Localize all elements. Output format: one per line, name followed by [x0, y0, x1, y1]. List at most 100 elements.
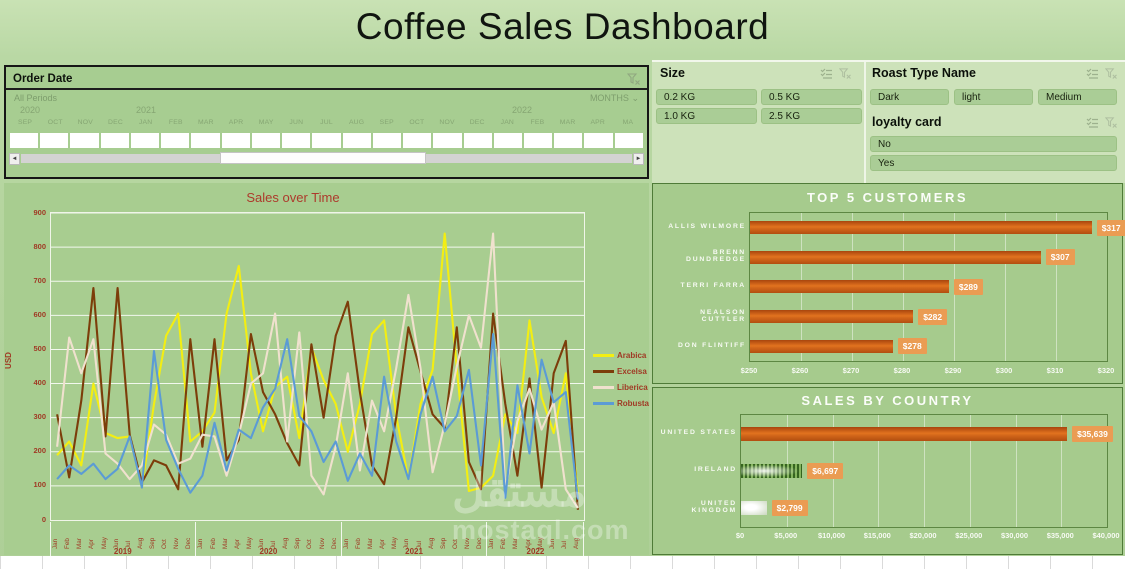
- timeline-cell[interactable]: [312, 133, 341, 148]
- y-tick-label: 900: [33, 207, 46, 217]
- size-slicer-button[interactable]: 0.2 KG: [656, 89, 757, 105]
- x-tick-label: $5,000: [774, 531, 798, 540]
- timeline-month-label: JUN: [289, 119, 304, 126]
- y-tick-label: 300: [33, 412, 46, 422]
- timeline-granularity-dropdown[interactable]: MONTHS ⌄: [589, 93, 639, 103]
- x-tick-label: Dec: [185, 537, 193, 549]
- timeline-month-label: SEP: [17, 119, 33, 126]
- timeline-month-label: MAR: [198, 119, 214, 126]
- x-tick-label: Jun: [548, 538, 556, 549]
- data-label: $6,697: [807, 462, 844, 479]
- scrollbar-track[interactable]: [21, 152, 632, 164]
- x-tick-label: $40,000: [1092, 531, 1120, 540]
- slicer-group: Size 0.2 KG 0.5 KG 1.0 KG 2.5 KG Roast Type…: [652, 60, 1125, 183]
- timeline-year-label: 2022: [512, 105, 533, 115]
- timeline-cell[interactable]: [342, 133, 371, 148]
- timeline-cell[interactable]: [523, 133, 553, 148]
- timeline-cell[interactable]: [10, 133, 39, 148]
- x-tick-label: Feb: [500, 538, 508, 549]
- x-tick-label: $30,000: [1000, 531, 1029, 540]
- timeline-cell[interactable]: [161, 133, 190, 148]
- timeline-cell[interactable]: [221, 133, 250, 148]
- timeline-month-label: SEP: [379, 119, 394, 126]
- timeline-month-label: OCT: [409, 119, 425, 126]
- gridline: [1015, 415, 1017, 527]
- x-tick-label: Nov: [463, 537, 471, 549]
- timeline-cell[interactable]: [372, 133, 402, 148]
- bar: [750, 280, 949, 294]
- x-tick-label: $280: [893, 366, 911, 375]
- loyalty-slicer-items: No Yes: [870, 136, 1117, 171]
- legend-swatch: [593, 402, 614, 405]
- loyalty-slicer-button[interactable]: Yes: [870, 155, 1117, 171]
- chart-title: Sales over Time: [246, 190, 340, 205]
- top5-customers-chart: TOP 5 CUSTOMERS ALLIS WILMORE BRENN DUNDR…: [652, 183, 1125, 384]
- legend-label: Liberica: [617, 383, 648, 392]
- timeline-scrollbar[interactable]: ◄ ►: [9, 152, 644, 165]
- x-tick-label: Apr: [379, 539, 387, 549]
- timeline-cell[interactable]: [614, 133, 643, 148]
- timeline-cell[interactable]: [40, 133, 69, 148]
- timeline-cell[interactable]: [251, 133, 281, 148]
- x-tick-label: Oct: [306, 539, 314, 549]
- timeline-cell[interactable]: [282, 133, 311, 148]
- timeline-cell[interactable]: [191, 133, 220, 148]
- timeline-year-label: 2021: [136, 105, 157, 115]
- plot-area: $35,639 $6,697 $2,799: [740, 414, 1113, 528]
- year-separator: [195, 522, 197, 559]
- legend: Arabica Excelsa Liberica Robusta: [593, 351, 649, 415]
- timeline-cell[interactable]: [403, 133, 432, 148]
- clear-filter-icon[interactable]: [839, 68, 851, 79]
- clear-filter-icon[interactable]: [1105, 117, 1117, 128]
- x-tick-label: $35,000: [1046, 531, 1074, 540]
- timeline-month-label: OCT: [47, 119, 63, 126]
- clear-filter-icon[interactable]: [627, 72, 640, 85]
- timeline-cell[interactable]: [130, 133, 160, 148]
- roast-slicer-button[interactable]: Dark: [870, 89, 949, 105]
- bar: [741, 501, 767, 516]
- timeline-cell[interactable]: [463, 133, 492, 148]
- timeline-cell[interactable]: [493, 133, 522, 148]
- legend-label: Excelsa: [617, 367, 647, 376]
- loyalty-slicer-button[interactable]: No: [870, 136, 1117, 152]
- bar-row: $2,799: [741, 490, 1107, 527]
- gridline: [1005, 213, 1006, 361]
- scroll-right-arrow[interactable]: ►: [633, 152, 644, 165]
- multi-select-icon[interactable]: [820, 68, 833, 79]
- y-tick-label: 700: [33, 275, 46, 285]
- bar: [750, 250, 1041, 264]
- timeline-cell[interactable]: [100, 133, 129, 148]
- category-label: DON FLINTIFF: [677, 341, 746, 349]
- timeline-cell[interactable]: [70, 133, 99, 148]
- x-tick-label: Apr: [524, 539, 532, 549]
- size-slicer-items: 0.2 KG 0.5 KG 1.0 KG 2.5 KG: [656, 89, 862, 124]
- timeline-cell[interactable]: [554, 133, 583, 148]
- x-tick-label: Jul: [124, 540, 132, 549]
- size-slicer-button[interactable]: 1.0 KG: [656, 108, 757, 124]
- roast-slicer-button[interactable]: Medium: [1038, 89, 1117, 105]
- size-slicer-button[interactable]: 2.5 KG: [761, 108, 862, 124]
- x-tick-label: Sep: [439, 537, 447, 549]
- multi-select-icon[interactable]: [1086, 117, 1099, 128]
- bar-row: $307: [750, 243, 1107, 273]
- roast-slicer-button[interactable]: light: [954, 89, 1033, 105]
- y-tick-label: 500: [33, 343, 46, 353]
- x-tick-label: $10,000: [817, 531, 846, 540]
- x-tick-label: Jan: [197, 538, 205, 549]
- timeline-cell[interactable]: [433, 133, 462, 148]
- timeline-cell[interactable]: [584, 133, 613, 148]
- timeline-year-label: 2020: [20, 105, 41, 115]
- x-tick-label: Jun: [112, 538, 120, 549]
- scrollbar-thumb[interactable]: [220, 152, 427, 164]
- timeline-month-label: NOV: [439, 119, 455, 126]
- size-slicer-button[interactable]: 0.5 KG: [761, 89, 862, 105]
- legend-swatch: [593, 354, 614, 357]
- chart-title: TOP 5 CUSTOMERS: [806, 190, 969, 205]
- multi-select-icon[interactable]: [1086, 68, 1099, 79]
- x-tick-label: Jul: [560, 540, 568, 549]
- x-tick-label: Jan: [52, 538, 60, 549]
- scroll-left-arrow[interactable]: ◄: [9, 152, 20, 165]
- data-label: $282: [918, 308, 948, 325]
- clear-filter-icon[interactable]: [1105, 68, 1117, 79]
- x-tick-label: Mar: [367, 538, 374, 549]
